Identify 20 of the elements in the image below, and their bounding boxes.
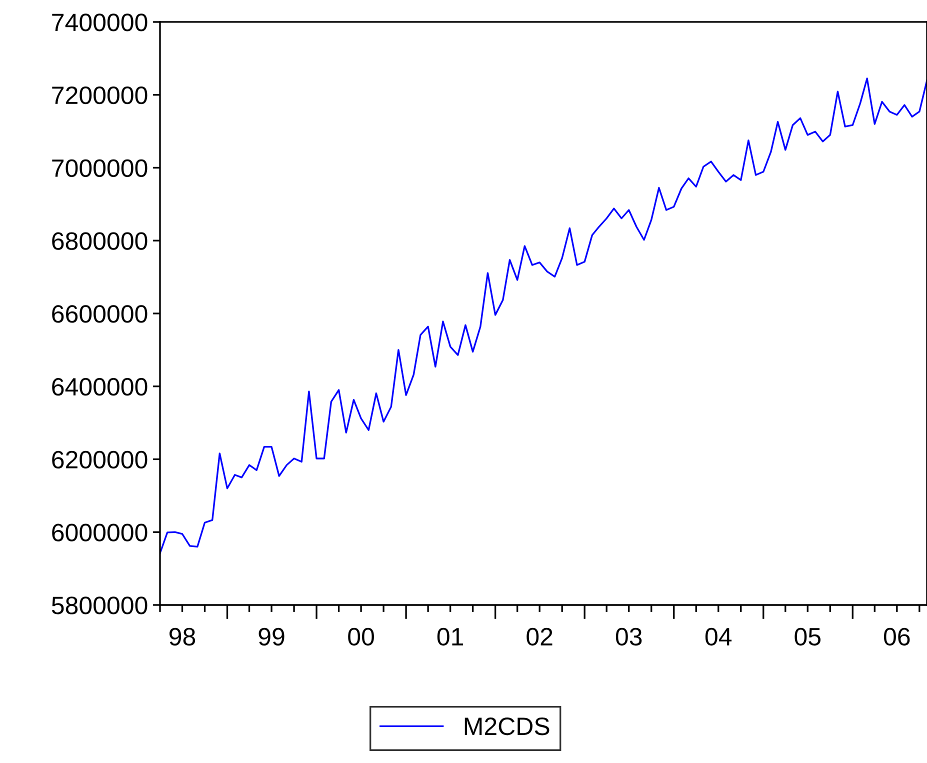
y-tick-label: 7400000 <box>52 14 148 32</box>
line-series <box>160 78 927 554</box>
x-tick-label: 02 <box>526 628 552 646</box>
y-tick-label: 5800000 <box>52 596 148 614</box>
x-tick-label: 03 <box>616 628 642 646</box>
x-tick-label: 06 <box>884 628 910 646</box>
y-tick-label: 7000000 <box>52 159 148 178</box>
x-tick-label: 00 <box>348 628 374 646</box>
x-tick-label: 99 <box>258 628 284 646</box>
y-tick-label: 6400000 <box>52 378 148 396</box>
x-tick-label: 05 <box>794 628 820 646</box>
y-tick-label: 6000000 <box>52 524 148 542</box>
y-tick-label: 6800000 <box>52 232 148 250</box>
y-tick-label: 7200000 <box>52 86 148 104</box>
y-tick-label: 6200000 <box>52 450 148 469</box>
x-tick-label: 98 <box>170 628 196 646</box>
x-tick-label: 01 <box>437 628 463 646</box>
y-tick-label: 6600000 <box>52 305 148 323</box>
x-tick-label: 04 <box>705 628 732 646</box>
legend-label: M2CDS <box>464 717 550 736</box>
